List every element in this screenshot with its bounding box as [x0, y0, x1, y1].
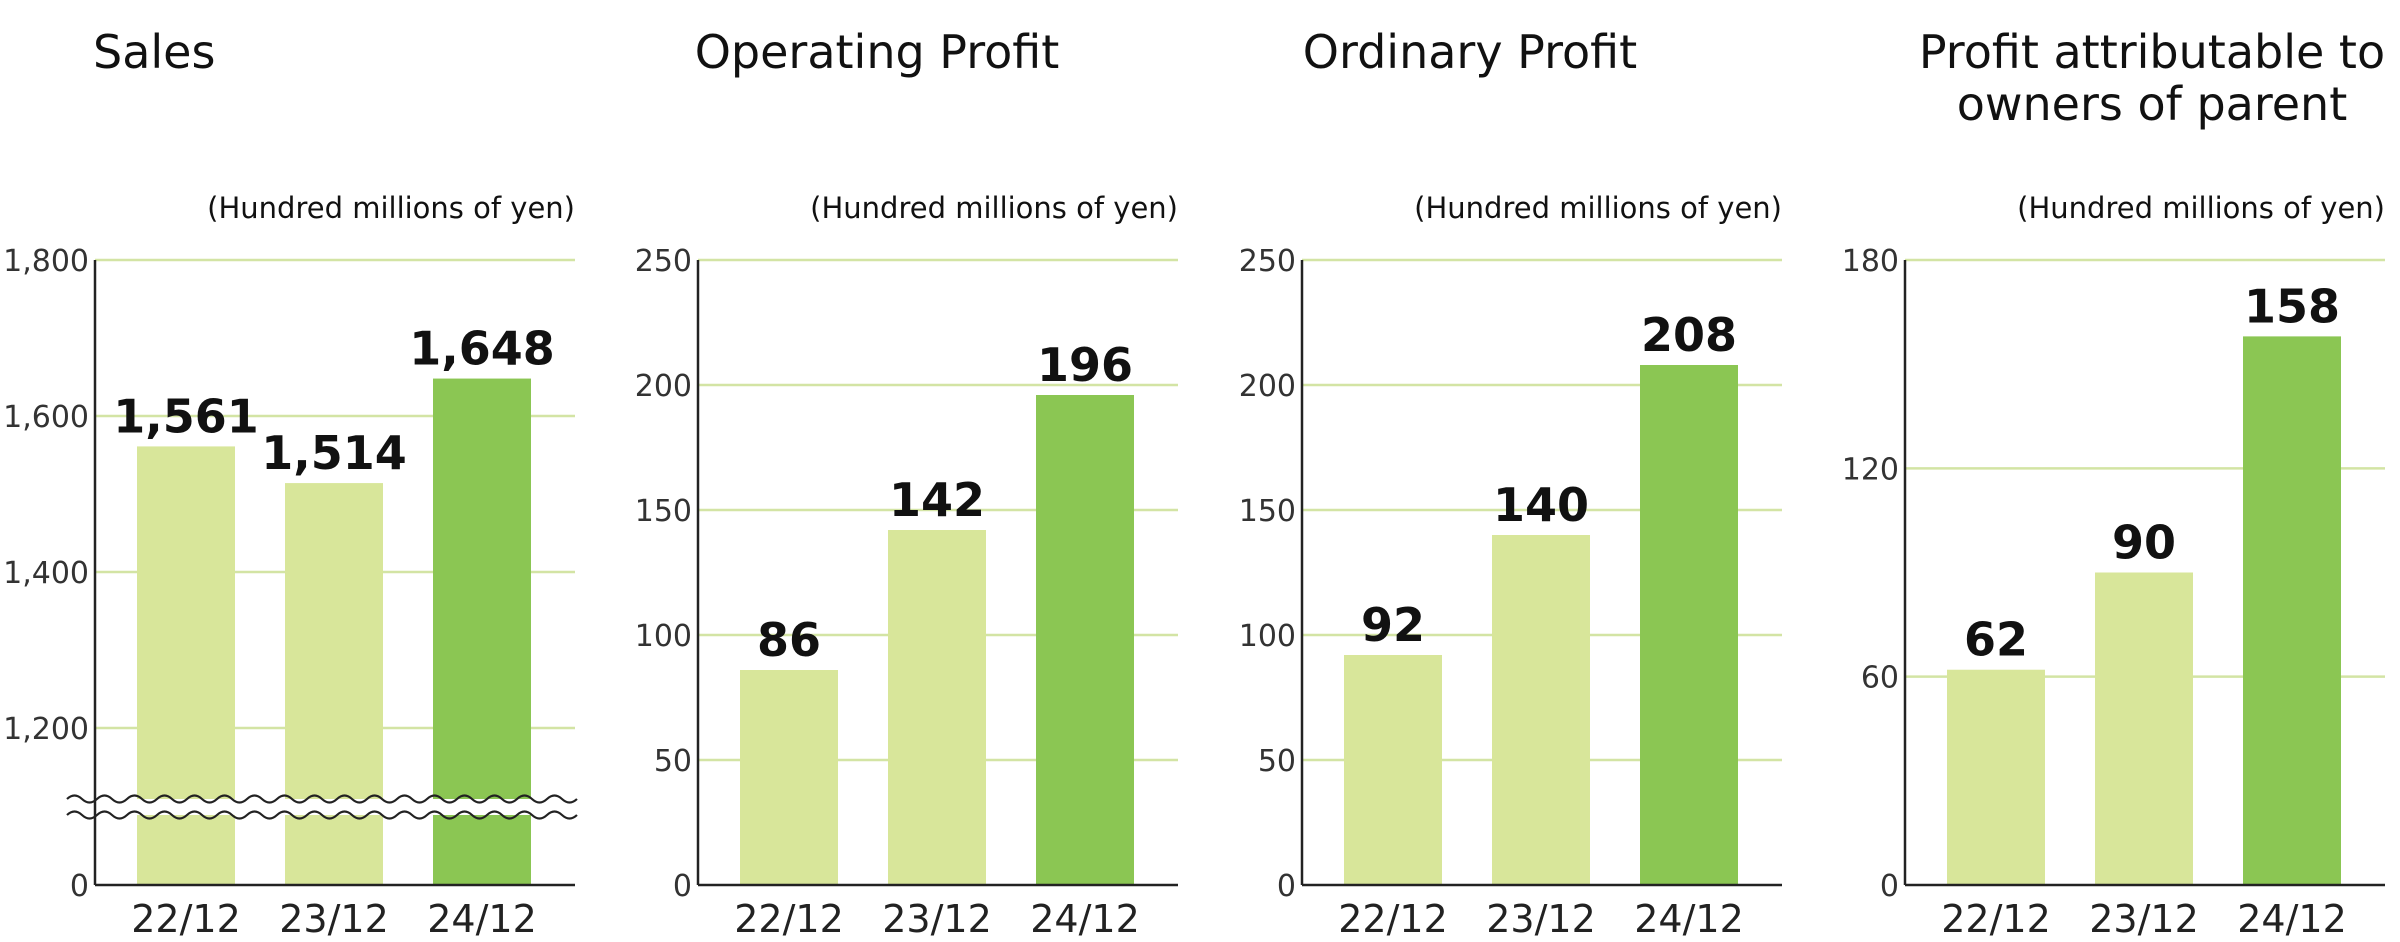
x-tick-label: 24/12: [427, 897, 537, 937]
x-tick-label: 23/12: [279, 897, 389, 937]
data-label: 140: [1493, 478, 1589, 532]
y-tick-label: 60: [1861, 661, 1899, 696]
data-label: 158: [2244, 279, 2340, 333]
chart-title: Ordinary Profit: [1303, 25, 1637, 79]
x-tick-label: 23/12: [882, 897, 992, 937]
axis-break-line: [66, 810, 578, 820]
chart-panel-1: Sales (Hundred millions of yen) 0 1,200 1,40…: [3, 25, 578, 941]
chart-title-line: Profit attributable to: [1919, 25, 2385, 79]
y-tick-label: 0: [70, 869, 89, 904]
x-tick-label: 23/12: [1486, 897, 1596, 937]
y-tick-label: 100: [1239, 619, 1296, 654]
x-tick-label: 24/12: [1634, 897, 1744, 937]
axis-break-line: [66, 794, 578, 804]
chart-title: Operating Profit: [695, 25, 1060, 79]
data-label: 62: [1964, 613, 2028, 667]
data-label: 196: [1037, 338, 1133, 392]
bar-23-12: [285, 483, 383, 885]
data-label: 1,514: [261, 426, 407, 480]
data-label: 90: [2112, 516, 2176, 570]
y-tick-label: 150: [1239, 494, 1296, 529]
bar-23-12: [1492, 535, 1590, 885]
x-tick-label: 22/12: [1338, 897, 1448, 937]
y-tick-label: 1,600: [3, 400, 89, 435]
chart-panel-3: Ordinary Profit (Hundred millions of yen)…: [1239, 25, 1782, 941]
data-label: 86: [757, 613, 821, 667]
y-tick-label: 0: [1880, 869, 1899, 904]
unit-label: (Hundred millions of yen): [2017, 191, 2385, 225]
bar-24-12: [1036, 395, 1134, 885]
chart-panel-2: Operating Profit (Hundred millions of yen…: [635, 25, 1178, 941]
bar-22-12: [740, 670, 838, 885]
y-tick-label: 120: [1842, 452, 1899, 487]
y-tick-label: 1,200: [3, 712, 89, 747]
data-label: 142: [889, 473, 985, 527]
unit-label: (Hundred millions of yen): [207, 191, 575, 225]
y-tick-label: 250: [635, 244, 692, 279]
data-label: 208: [1641, 308, 1737, 362]
chart-title-line: owners of parent: [1957, 77, 2347, 131]
y-tick-label: 180: [1842, 244, 1899, 279]
data-label: 1,648: [409, 322, 555, 376]
y-tick-label: 1,400: [3, 556, 89, 591]
x-tick-label: 24/12: [1030, 897, 1140, 937]
data-label: 1,561: [113, 389, 259, 443]
unit-label: (Hundred millions of yen): [1414, 191, 1782, 225]
data-label: 92: [1361, 598, 1425, 652]
y-tick-label: 150: [635, 494, 692, 529]
y-tick-label: 0: [673, 869, 692, 904]
x-tick-label: 22/12: [734, 897, 844, 937]
y-tick-label: 50: [654, 744, 692, 779]
y-tick-label: 0: [1277, 869, 1296, 904]
y-tick-label: 50: [1258, 744, 1296, 779]
y-tick-label: 250: [1239, 244, 1296, 279]
bar-22-12: [1947, 669, 2045, 885]
unit-label: (Hundred millions of yen): [810, 191, 1178, 225]
x-tick-label: 24/12: [2237, 897, 2347, 937]
x-tick-label: 22/12: [131, 897, 241, 937]
x-tick-label: 23/12: [2089, 897, 2199, 937]
y-tick-label: 200: [635, 369, 692, 404]
chart-title: Sales: [93, 25, 215, 79]
x-tick-label: 22/12: [1941, 897, 2051, 937]
bar-24-12: [1640, 365, 1738, 885]
bar-24-12: [2243, 336, 2341, 885]
bar-22-12: [1344, 655, 1442, 885]
bar-23-12: [888, 530, 986, 885]
y-tick-label: 1,800: [3, 244, 89, 279]
y-tick-label: 100: [635, 619, 692, 654]
bar-23-12: [2095, 572, 2193, 885]
y-tick-label: 200: [1239, 369, 1296, 404]
